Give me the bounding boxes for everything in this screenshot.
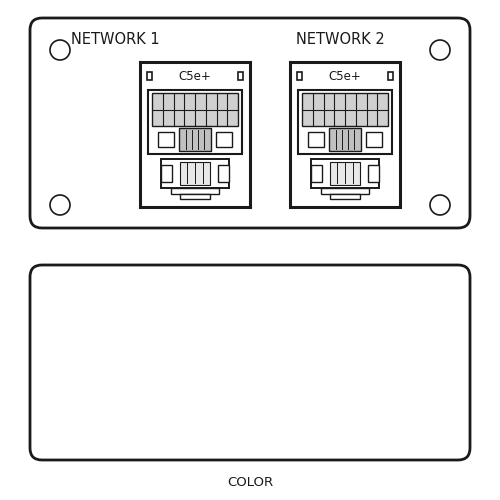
- Bar: [308, 132, 324, 148]
- Bar: [180, 162, 210, 185]
- Circle shape: [430, 40, 450, 60]
- Bar: [321, 188, 369, 194]
- Text: C5e+: C5e+: [328, 70, 362, 82]
- Bar: [388, 72, 393, 80]
- Bar: [368, 164, 379, 182]
- Bar: [216, 132, 232, 148]
- Bar: [152, 93, 238, 126]
- Bar: [298, 90, 392, 154]
- Bar: [158, 132, 174, 148]
- Bar: [330, 128, 360, 151]
- Bar: [290, 62, 400, 207]
- Bar: [161, 164, 172, 182]
- Circle shape: [50, 40, 70, 60]
- Text: NETWORK 1: NETWORK 1: [70, 32, 160, 48]
- Bar: [330, 162, 360, 185]
- Bar: [366, 132, 382, 148]
- FancyBboxPatch shape: [30, 265, 470, 460]
- Bar: [311, 164, 322, 182]
- Bar: [330, 194, 360, 200]
- Circle shape: [430, 195, 450, 215]
- Bar: [180, 194, 210, 200]
- Text: NETWORK 2: NETWORK 2: [296, 32, 384, 48]
- Bar: [297, 72, 302, 80]
- Bar: [238, 72, 243, 80]
- Bar: [311, 159, 379, 188]
- Bar: [140, 62, 250, 207]
- Circle shape: [50, 195, 70, 215]
- Bar: [148, 90, 242, 154]
- Text: COLOR: COLOR: [227, 476, 273, 488]
- Bar: [147, 72, 152, 80]
- FancyBboxPatch shape: [30, 18, 470, 228]
- Bar: [180, 128, 210, 151]
- Bar: [218, 164, 229, 182]
- Text: C5e+: C5e+: [178, 70, 212, 82]
- Bar: [171, 188, 219, 194]
- Bar: [302, 93, 388, 126]
- Bar: [161, 159, 229, 188]
